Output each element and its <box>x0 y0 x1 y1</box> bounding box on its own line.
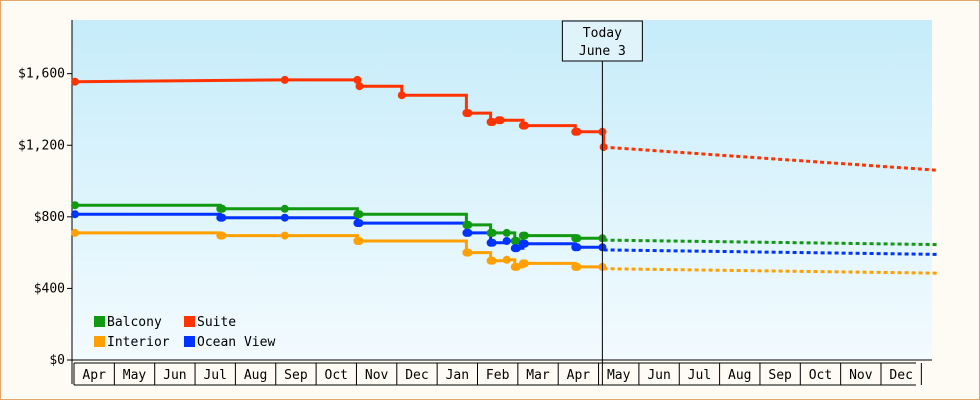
data-point-suite <box>599 143 608 152</box>
plot-area <box>72 20 932 360</box>
data-point-balcony <box>520 231 529 240</box>
legend-swatch-suite <box>184 316 195 327</box>
data-point-suite <box>355 82 364 91</box>
legend-label-balcony: Balcony <box>107 315 162 330</box>
data-point-ocean-view <box>280 213 289 222</box>
y-tick-label: $800 <box>34 210 65 225</box>
month-label: Jul <box>203 368 226 383</box>
legend-swatch-balcony <box>94 316 105 327</box>
month-label: Jan <box>446 368 469 383</box>
data-point-interior <box>573 262 582 271</box>
data-point-ocean-view <box>512 244 521 253</box>
data-point-ocean-view <box>573 243 582 252</box>
month-label: Aug <box>244 368 267 383</box>
data-point-ocean-view <box>488 238 497 247</box>
data-point-interior <box>464 248 473 257</box>
month-label: Oct <box>809 368 832 383</box>
month-label: Apr <box>567 368 591 383</box>
legend-swatch-interior <box>94 336 105 347</box>
data-point-interior <box>355 237 364 245</box>
data-point-interior <box>71 228 79 237</box>
month-label: Feb <box>486 368 510 383</box>
month-label: Jun <box>163 368 186 383</box>
legend-swatch-ocean-view <box>184 336 195 347</box>
y-tick-label: $0 <box>49 353 65 368</box>
data-point-interior <box>520 259 529 268</box>
month-label: Apr <box>82 368 106 383</box>
data-point-ocean-view <box>355 219 364 228</box>
month-label: Nov <box>365 368 389 383</box>
data-point-suite <box>464 109 473 118</box>
data-point-balcony <box>464 220 473 229</box>
legend-label-suite: Suite <box>197 315 236 330</box>
month-label: Dec <box>889 368 912 383</box>
month-label: Nov <box>849 368 873 383</box>
data-point-ocean-view <box>71 210 79 219</box>
today-date: June 3 <box>579 44 626 59</box>
data-point-balcony <box>488 228 497 237</box>
legend-label-ocean-view: Ocean View <box>197 335 275 350</box>
data-point-ocean-view <box>520 239 529 248</box>
data-point-balcony <box>502 228 511 237</box>
data-point-suite <box>488 118 497 126</box>
month-label: Oct <box>325 368 348 383</box>
data-point-balcony <box>280 204 289 213</box>
month-label: May <box>607 368 631 383</box>
data-point-balcony <box>71 201 79 210</box>
data-point-suite <box>353 75 362 84</box>
data-point-ocean-view <box>464 228 473 237</box>
y-tick-label: $1,200 <box>18 138 65 153</box>
data-point-suite <box>496 116 505 125</box>
data-point-balcony <box>355 210 364 219</box>
today-box <box>561 20 643 62</box>
data-point-ocean-view <box>502 237 511 245</box>
month-label: Jun <box>647 368 670 383</box>
data-point-balcony <box>573 234 582 243</box>
data-point-balcony <box>512 237 521 245</box>
month-label: Mar <box>526 368 550 383</box>
data-point-interior <box>502 255 511 264</box>
data-point-suite <box>71 77 79 86</box>
data-point-interior <box>218 231 227 240</box>
y-tick-label: $400 <box>34 281 65 296</box>
data-point-interior <box>488 256 497 265</box>
data-point-interior <box>512 262 521 271</box>
data-point-balcony <box>218 204 227 213</box>
data-point-suite <box>520 121 529 130</box>
data-point-interior <box>280 231 289 240</box>
data-point-ocean-view <box>218 213 227 222</box>
month-label: Aug <box>728 368 751 383</box>
month-label: Dec <box>405 368 428 383</box>
month-label: Jul <box>688 368 711 383</box>
data-point-suite <box>280 75 289 84</box>
month-label: Sep <box>768 368 792 383</box>
data-point-suite <box>397 91 406 100</box>
month-label: May <box>123 368 147 383</box>
data-point-suite <box>573 127 582 136</box>
legend-label-interior: Interior <box>107 335 170 350</box>
y-tick-label: $1,600 <box>18 67 65 82</box>
today-title: Today <box>583 26 622 41</box>
month-label: Sep <box>284 368 308 383</box>
